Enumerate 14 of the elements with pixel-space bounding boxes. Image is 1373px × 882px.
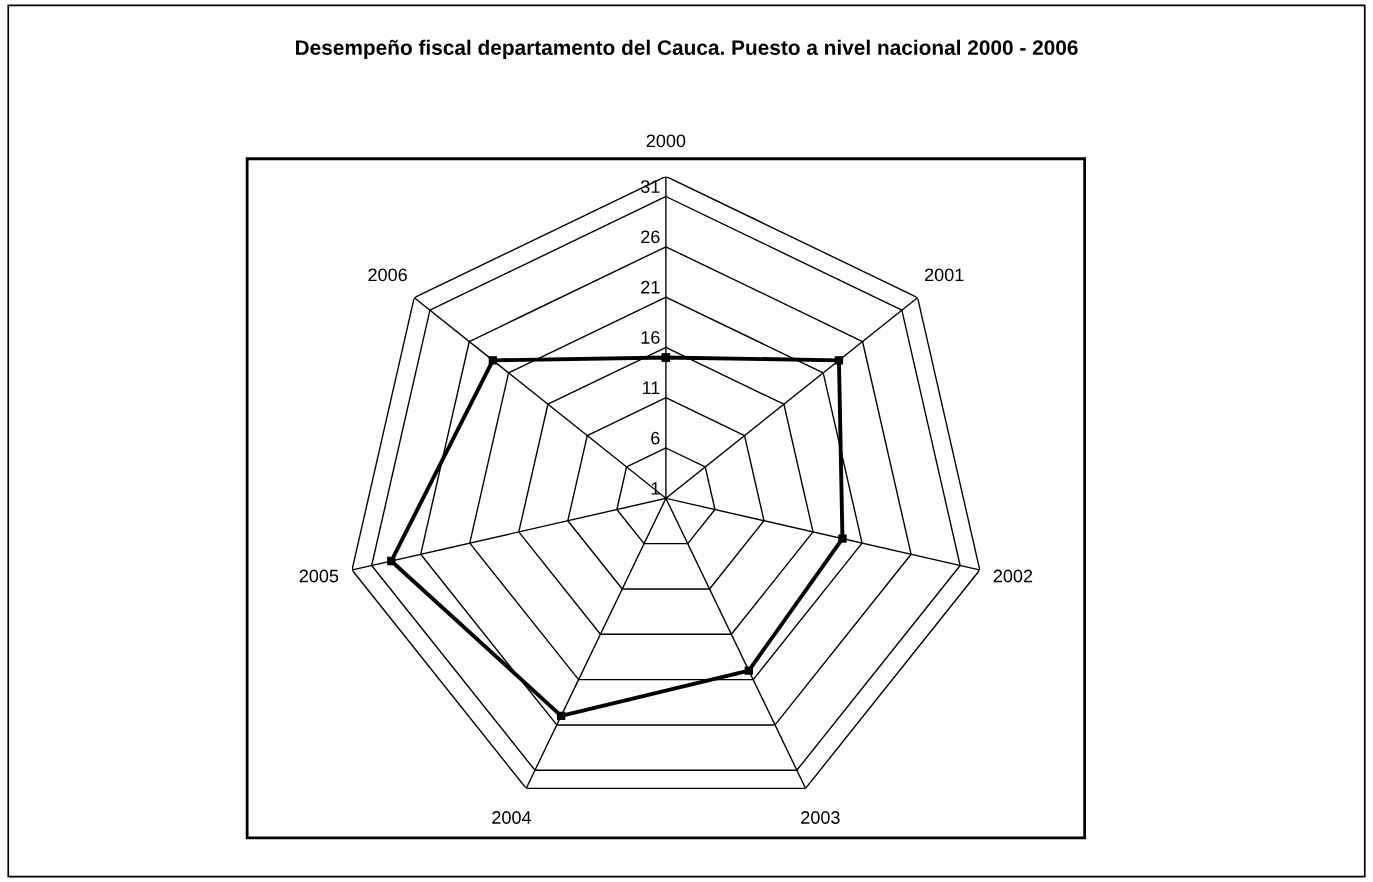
spoke-label: 2000 bbox=[646, 134, 686, 148]
y-tick-label: 6 bbox=[651, 431, 660, 445]
chart-title: Desempeño fiscal departamento del Cauca. Puesto a nivel nacional 2000 - 2006 bbox=[295, 39, 1078, 60]
spoke-label: 2006 bbox=[368, 268, 407, 282]
spoke-label: 2001 bbox=[925, 268, 964, 282]
spoke-label: 2005 bbox=[299, 569, 339, 583]
y-tick-label: 11 bbox=[642, 381, 660, 394]
spoke-label: 2003 bbox=[801, 811, 840, 824]
y-tick-label: 31 bbox=[640, 180, 660, 193]
y-tick-label: 16 bbox=[641, 331, 660, 344]
y-tick-label: 21 bbox=[641, 280, 660, 294]
y-tick-label: 26 bbox=[641, 230, 660, 244]
spoke-label: 2002 bbox=[993, 569, 1033, 583]
spoke-label: 2004 bbox=[492, 811, 532, 824]
